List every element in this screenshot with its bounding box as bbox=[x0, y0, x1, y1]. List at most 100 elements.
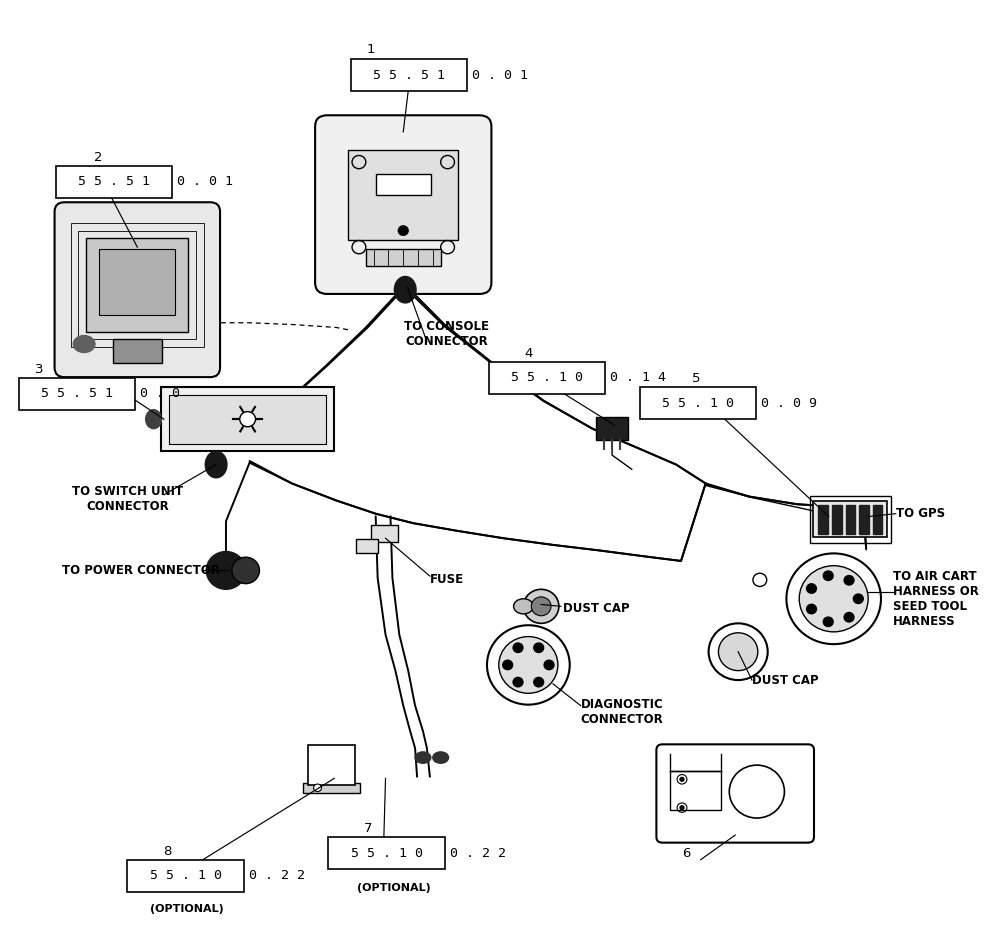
Text: 5 5 . 5 1: 5 5 . 5 1 bbox=[78, 175, 150, 189]
Circle shape bbox=[807, 584, 816, 593]
Text: TO CONSOLE
CONNECTOR: TO CONSOLE CONNECTOR bbox=[404, 320, 489, 348]
Text: 5 5 . 1 0: 5 5 . 1 0 bbox=[351, 847, 423, 860]
Bar bbox=[366, 248, 441, 265]
Circle shape bbox=[499, 636, 558, 693]
Text: 0 . 0: 0 . 0 bbox=[140, 387, 180, 400]
Text: 0 . 0 1: 0 . 0 1 bbox=[177, 175, 233, 189]
Text: 5 5 . 5 1: 5 5 . 5 1 bbox=[373, 68, 445, 82]
Circle shape bbox=[709, 624, 768, 680]
Text: 3: 3 bbox=[35, 363, 43, 375]
Bar bbox=[489, 361, 605, 393]
Bar bbox=[670, 771, 721, 811]
Bar bbox=[56, 166, 172, 198]
Text: 5 5 . 1 0: 5 5 . 1 0 bbox=[662, 396, 734, 410]
Circle shape bbox=[823, 617, 833, 627]
Ellipse shape bbox=[514, 599, 533, 614]
Text: 0 . 2 2: 0 . 2 2 bbox=[450, 847, 506, 860]
Ellipse shape bbox=[73, 336, 95, 353]
Bar bbox=[832, 505, 842, 534]
Bar bbox=[71, 223, 204, 347]
Text: DUST CAP: DUST CAP bbox=[752, 674, 819, 686]
Bar bbox=[99, 249, 175, 315]
Bar bbox=[813, 501, 887, 538]
Circle shape bbox=[844, 575, 854, 585]
Ellipse shape bbox=[415, 752, 431, 763]
Bar bbox=[818, 505, 828, 534]
Bar bbox=[376, 174, 431, 195]
Ellipse shape bbox=[394, 277, 416, 303]
Bar bbox=[127, 860, 244, 892]
Circle shape bbox=[534, 643, 544, 652]
Circle shape bbox=[513, 678, 523, 687]
Text: TO POWER CONNECTOR: TO POWER CONNECTOR bbox=[62, 564, 220, 577]
Circle shape bbox=[853, 594, 863, 604]
Text: 4: 4 bbox=[524, 347, 533, 359]
Text: TO GPS: TO GPS bbox=[896, 507, 945, 520]
Text: 6: 6 bbox=[682, 847, 690, 860]
Bar bbox=[859, 505, 869, 534]
Circle shape bbox=[823, 571, 833, 580]
Circle shape bbox=[513, 643, 523, 652]
Text: (OPTIONAL): (OPTIONAL) bbox=[357, 883, 430, 893]
Circle shape bbox=[680, 777, 684, 781]
Circle shape bbox=[314, 784, 322, 792]
Text: 2: 2 bbox=[94, 151, 102, 164]
Bar bbox=[303, 783, 360, 793]
Ellipse shape bbox=[146, 410, 161, 428]
Text: 1: 1 bbox=[367, 44, 375, 56]
Circle shape bbox=[534, 678, 544, 687]
Bar bbox=[113, 339, 162, 363]
Circle shape bbox=[680, 806, 684, 810]
Text: FUSE: FUSE bbox=[430, 574, 464, 587]
Circle shape bbox=[729, 765, 784, 818]
Bar bbox=[596, 417, 628, 440]
Circle shape bbox=[531, 597, 551, 616]
Text: 5 5 . 1 0: 5 5 . 1 0 bbox=[511, 371, 583, 384]
Text: 0 . 0 1: 0 . 0 1 bbox=[472, 68, 528, 82]
Circle shape bbox=[786, 554, 881, 644]
Bar bbox=[78, 230, 196, 339]
Circle shape bbox=[240, 411, 256, 427]
Bar bbox=[308, 745, 355, 785]
Bar bbox=[873, 505, 882, 534]
Bar bbox=[348, 150, 458, 241]
Bar bbox=[846, 505, 855, 534]
Circle shape bbox=[844, 612, 854, 622]
Bar bbox=[169, 394, 326, 444]
Text: TO AIR CART
HARNESS OR
SEED TOOL
HARNESS: TO AIR CART HARNESS OR SEED TOOL HARNESS bbox=[893, 570, 979, 628]
Circle shape bbox=[503, 660, 513, 669]
Text: (OPTIONAL): (OPTIONAL) bbox=[150, 903, 223, 914]
FancyBboxPatch shape bbox=[55, 202, 220, 377]
Text: 0 . 2 2: 0 . 2 2 bbox=[249, 869, 305, 883]
Circle shape bbox=[807, 604, 816, 613]
Bar bbox=[161, 387, 334, 451]
Text: DUST CAP: DUST CAP bbox=[563, 602, 629, 614]
Text: 0 . 0 9: 0 . 0 9 bbox=[761, 396, 817, 410]
Text: 7: 7 bbox=[364, 822, 372, 835]
Text: DIAGNOSTIC
CONNECTOR: DIAGNOSTIC CONNECTOR bbox=[581, 698, 663, 726]
Text: 5 5 . 1 0: 5 5 . 1 0 bbox=[150, 869, 222, 883]
Circle shape bbox=[523, 590, 559, 624]
Circle shape bbox=[206, 552, 246, 590]
Circle shape bbox=[544, 660, 554, 669]
Text: 5 5 . 5 1: 5 5 . 5 1 bbox=[41, 387, 113, 400]
Bar bbox=[19, 377, 135, 410]
Circle shape bbox=[753, 574, 767, 587]
Text: 5: 5 bbox=[692, 373, 700, 385]
Bar bbox=[356, 539, 378, 554]
Bar bbox=[640, 387, 756, 419]
Ellipse shape bbox=[205, 451, 227, 478]
Circle shape bbox=[718, 633, 758, 670]
Text: 0 . 1 4: 0 . 1 4 bbox=[610, 371, 666, 384]
Circle shape bbox=[799, 566, 868, 632]
Bar bbox=[371, 525, 398, 542]
Circle shape bbox=[487, 626, 570, 704]
Text: 8: 8 bbox=[163, 845, 171, 858]
Bar bbox=[86, 238, 188, 332]
Circle shape bbox=[232, 557, 259, 584]
FancyBboxPatch shape bbox=[315, 116, 491, 294]
Ellipse shape bbox=[433, 752, 449, 763]
Bar bbox=[328, 837, 445, 869]
Bar bbox=[810, 496, 891, 543]
Text: TO SWITCH UNIT
CONNECTOR: TO SWITCH UNIT CONNECTOR bbox=[72, 484, 183, 513]
